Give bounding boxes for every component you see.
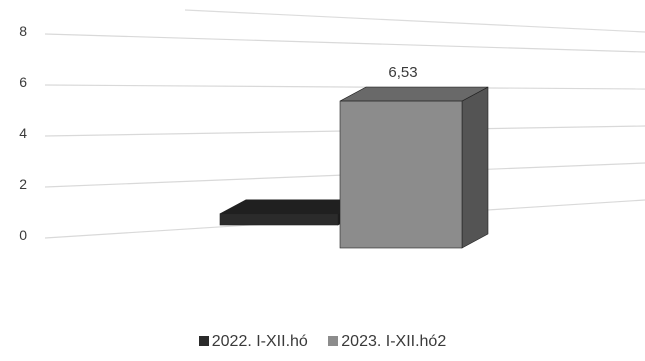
bar-1 [339, 100, 463, 249]
legend-swatch-2022 [198, 336, 209, 346]
legend-label-2022: 2022. I-XII.hó [211, 333, 308, 350]
y-tick-label: 4 [19, 125, 27, 141]
legend-item-2023: 2023. I-XII.hó2 [328, 333, 446, 351]
bar-top-1 [339, 86, 489, 102]
gridline [44, 33, 645, 53]
bar-side-1 [461, 86, 489, 249]
gridline [44, 84, 645, 90]
legend-label-2023: 2023. I-XII.hó2 [341, 333, 447, 350]
data-label: 6,53 [388, 64, 417, 81]
legend-item-2022: 2022. I-XII.hó [198, 333, 308, 351]
y-tick-label: 0 [19, 227, 27, 243]
y-tick-label: 8 [19, 23, 27, 39]
bar-0 [219, 213, 339, 226]
legend-swatch-2023 [328, 336, 339, 346]
y-tick-label: 6 [19, 74, 27, 90]
gridline [184, 9, 645, 33]
chart-legend: 2022. I-XII.hó 2023. I-XII.hó2 [0, 333, 645, 351]
y-tick-label: 2 [19, 176, 27, 192]
